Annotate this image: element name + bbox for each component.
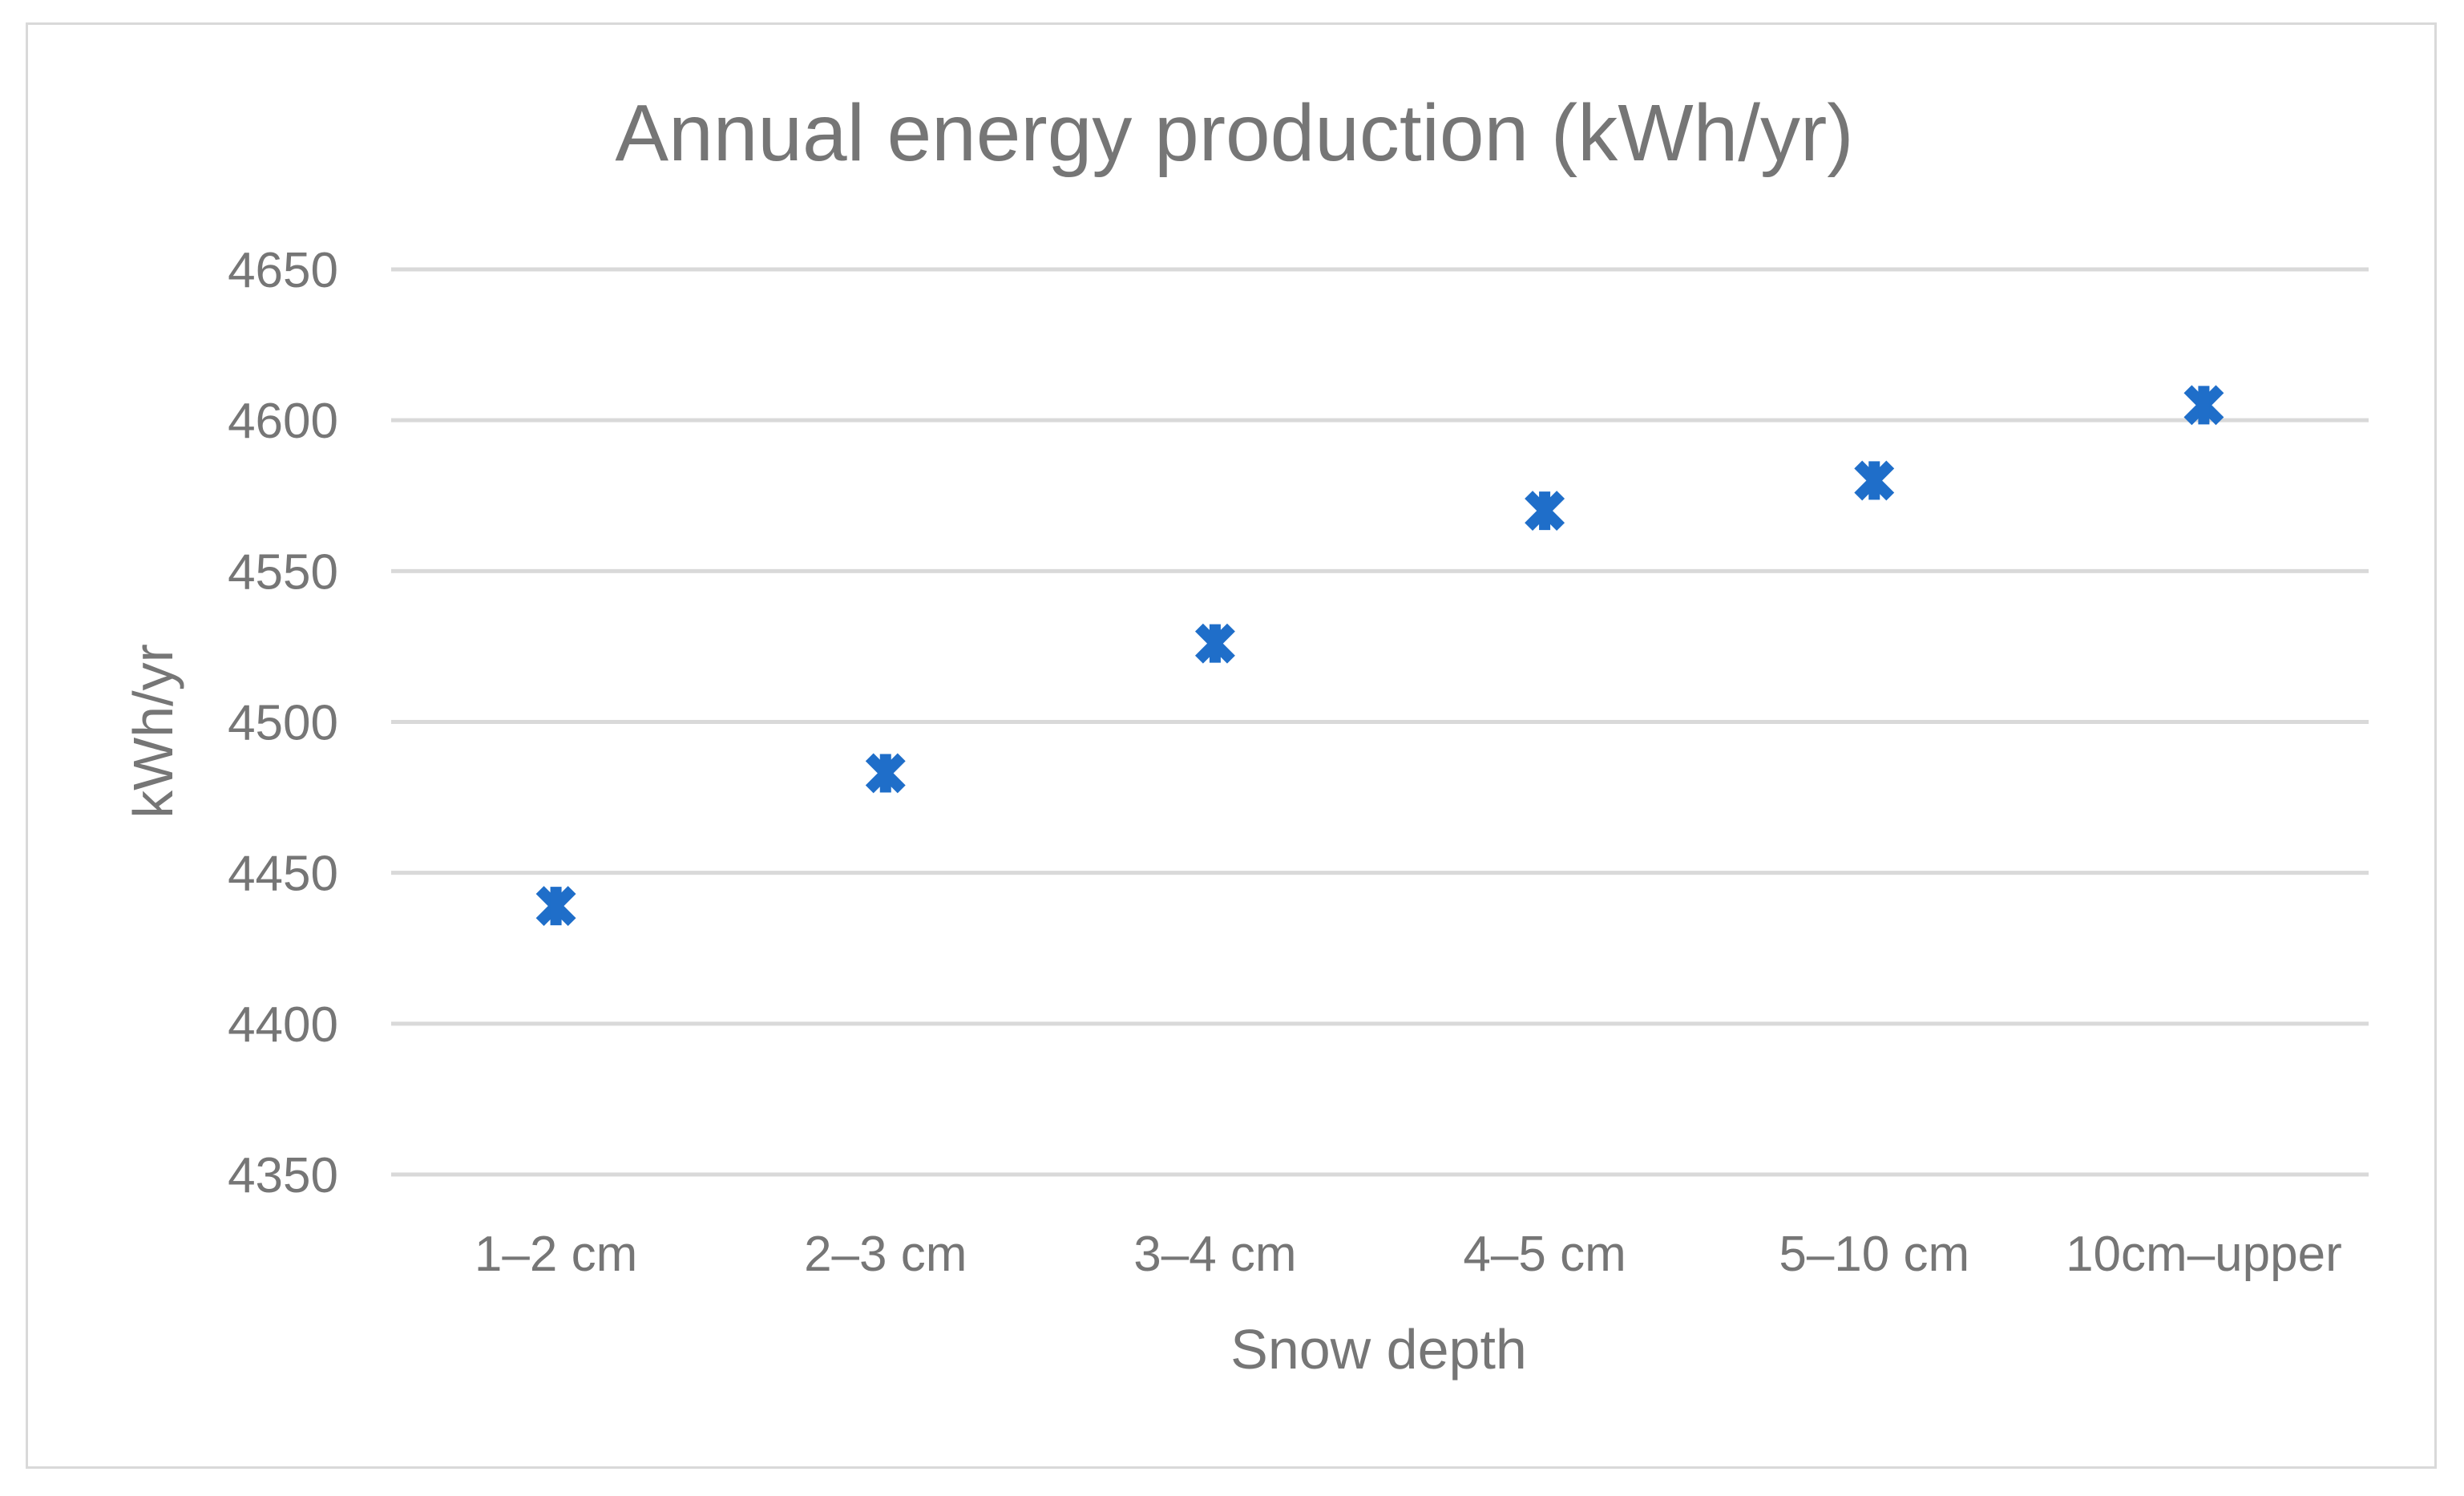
x-tick-label: 10cm–upper bbox=[2066, 1227, 2342, 1282]
gridlines bbox=[391, 267, 2369, 1177]
x-tick-labels: 1–2 cm 2–3 cm 3–4 cm 4–5 cm 5–10 cm 10cm–uppe… bbox=[475, 1227, 2342, 1282]
y-tick-label: 4600 bbox=[228, 394, 338, 449]
data-point bbox=[535, 886, 576, 927]
x-tick-label: 5–10 cm bbox=[1779, 1227, 1969, 1282]
data-point bbox=[1525, 491, 1565, 532]
x-tick-label: 2–3 cm bbox=[804, 1227, 967, 1282]
x-axis-label: Snow depth bbox=[1230, 1318, 1527, 1381]
x-tick-label: 1–2 cm bbox=[475, 1227, 637, 1282]
y-tick-label: 4650 bbox=[228, 243, 338, 298]
chart-title: Annual energy production (kWh/yr) bbox=[615, 88, 1853, 178]
y-tick-labels: 4350 4400 4450 4500 4550 4600 4650 bbox=[228, 243, 338, 1203]
y-axis-label: kWh/yr bbox=[122, 644, 184, 819]
y-tick-label: 4450 bbox=[228, 847, 338, 902]
chart-frame bbox=[26, 22, 2437, 1469]
y-tick-label: 4400 bbox=[228, 997, 338, 1053]
x-tick-label: 3–4 cm bbox=[1133, 1227, 1296, 1282]
data-point bbox=[865, 753, 906, 794]
y-tick-label: 4550 bbox=[228, 544, 338, 600]
y-tick-label: 4350 bbox=[228, 1148, 338, 1203]
data-points bbox=[535, 385, 2224, 927]
data-point bbox=[1194, 623, 1235, 664]
data-point bbox=[2183, 385, 2224, 426]
data-point bbox=[1854, 460, 1895, 501]
x-tick-label: 4–5 cm bbox=[1463, 1227, 1626, 1282]
y-tick-label: 4500 bbox=[228, 696, 338, 751]
